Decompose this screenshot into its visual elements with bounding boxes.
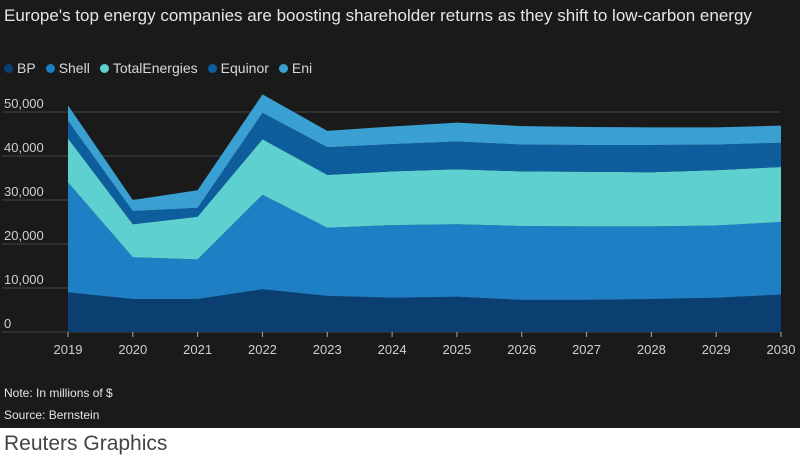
x-tick-label: 2030 xyxy=(767,342,796,357)
y-tick-label: 30,000 xyxy=(4,184,44,199)
area-eni xyxy=(68,94,781,211)
chart-legend: BP Shell TotalEnergies Equinor Eni xyxy=(4,60,312,76)
x-tick-label: 2020 xyxy=(118,342,147,357)
y-axis: 0 10,000 20,000 30,000 40,000 50,000 xyxy=(4,96,44,331)
chart-note: Note: In millions of $ xyxy=(4,386,113,400)
x-tick-label: 2027 xyxy=(572,342,601,357)
area-bp xyxy=(68,289,781,332)
legend-dot-shell xyxy=(45,63,55,73)
legend-label: Eni xyxy=(291,60,313,76)
legend-item-totalenergies: TotalEnergies xyxy=(99,60,198,76)
legend-label: BP xyxy=(17,60,36,76)
x-tick-label: 2026 xyxy=(507,342,536,357)
x-axis: 2019 2020 2021 2022 2023 2024 2025 2026 2027 2028… xyxy=(54,332,796,357)
legend-label: Equinor xyxy=(220,60,269,76)
y-tick-label: 50,000 xyxy=(4,96,44,111)
legend-item-equinor: Equinor xyxy=(207,60,269,76)
y-tick-label: 0 xyxy=(4,316,11,331)
legend-item-eni: Eni xyxy=(278,60,313,76)
chart-title: Europe's top energy companies are boosti… xyxy=(4,6,752,25)
legend-dot-bp xyxy=(4,63,13,73)
graphics-credit: Reuters Graphics xyxy=(4,432,168,455)
y-tick-label: 40,000 xyxy=(4,140,44,155)
x-tick-label: 2029 xyxy=(702,342,731,357)
x-tick-label: 2022 xyxy=(248,342,277,357)
x-tick-label: 2025 xyxy=(442,342,471,357)
stacked-area-chart: 0 10,000 20,000 30,000 40,000 50,000 2019 2020… xyxy=(2,94,796,357)
legend-label: Shell xyxy=(58,60,90,76)
legend-dot-totalenergies xyxy=(99,63,109,73)
area-series xyxy=(68,94,781,332)
x-tick-label: 2019 xyxy=(54,342,83,357)
x-tick-label: 2021 xyxy=(183,342,212,357)
x-tick-label: 2028 xyxy=(637,342,666,357)
area-equinor xyxy=(68,112,781,225)
chart-source: Source: Bernstein xyxy=(4,408,100,422)
y-tick-label: 20,000 xyxy=(4,228,44,243)
legend-item-bp: BP xyxy=(4,60,36,76)
legend-item-shell: Shell xyxy=(45,60,90,76)
legend-label: TotalEnergies xyxy=(112,60,198,76)
x-tick-label: 2023 xyxy=(313,342,342,357)
legend-dot-equinor xyxy=(207,63,217,73)
y-tick-label: 10,000 xyxy=(4,272,44,287)
legend-dot-eni xyxy=(278,63,288,73)
area-totalenergies xyxy=(68,138,781,260)
area-shell xyxy=(68,182,781,300)
x-tick-label: 2024 xyxy=(378,342,407,357)
